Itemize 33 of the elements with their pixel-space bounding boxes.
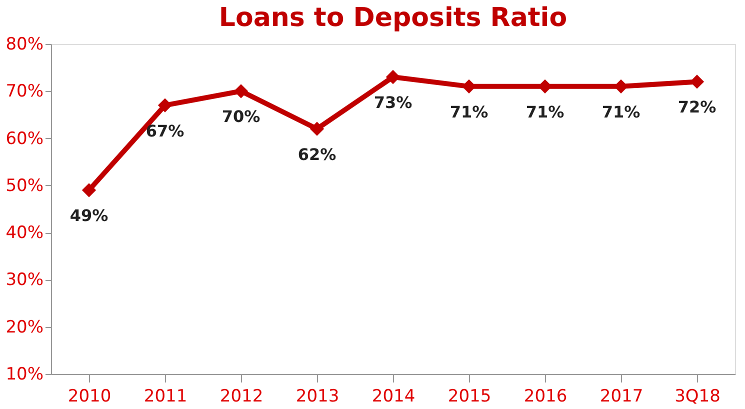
chart-title: Loans to Deposits Ratio	[218, 3, 568, 33]
x-tick-label: 2010	[68, 386, 112, 406]
data-label: 67%	[146, 121, 184, 140]
data-label: 71%	[526, 102, 564, 122]
data-label: 71%	[450, 102, 488, 122]
y-tick-label: 50%	[6, 176, 44, 196]
y-tick-label: 80%	[6, 34, 44, 54]
point	[158, 98, 172, 112]
x-tick-label: 3Q18	[674, 386, 720, 406]
x-tick-label: 2016	[524, 386, 568, 406]
x-tick-label: 2011	[144, 386, 188, 406]
point	[386, 70, 400, 84]
point	[234, 84, 248, 98]
y-tick-label: 30%	[6, 270, 44, 290]
y-tick-label: 20%	[6, 317, 44, 338]
data-label: 49%	[70, 206, 108, 226]
point	[310, 122, 324, 136]
x-tick-label: 2013	[296, 386, 340, 406]
data-label: 62%	[298, 144, 336, 164]
data-label: 70%	[222, 107, 260, 126]
data-label: 72%	[678, 98, 716, 117]
y-tick-label: 60%	[6, 128, 44, 149]
x-tick-label: 2014	[372, 386, 416, 406]
data-label: 73%	[374, 93, 412, 112]
point	[690, 74, 704, 89]
y-tick-label: 70%	[6, 82, 44, 102]
x-tick-label: 2015	[448, 386, 492, 406]
data-label: 71%	[602, 102, 640, 122]
y-tick-label: 40%	[6, 223, 44, 244]
x-tick-label: 2012	[220, 386, 264, 406]
y-tick-label: 10%	[6, 364, 44, 384]
point	[82, 183, 96, 198]
x-tick-label: 2017	[600, 386, 644, 406]
